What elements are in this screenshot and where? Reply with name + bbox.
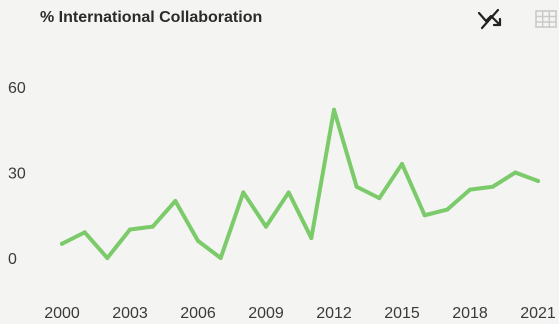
trend-toggle-icon[interactable]: [477, 6, 503, 32]
x-tick-label: 2015: [384, 305, 420, 322]
data-point[interactable]: [264, 224, 268, 229]
data-point[interactable]: [82, 230, 87, 235]
data-point[interactable]: [400, 161, 404, 166]
data-point[interactable]: [173, 199, 178, 203]
x-tick-label: 2018: [452, 305, 488, 322]
x-tick-label: 2021: [520, 305, 556, 322]
y-tick-label: 60: [8, 80, 26, 97]
x-tick-label: 2000: [44, 305, 80, 322]
x-tick-label: 2009: [248, 305, 284, 322]
chart-title: % International Collaboration: [40, 9, 263, 26]
data-point[interactable]: [468, 187, 472, 192]
data-point[interactable]: [309, 236, 314, 241]
data-point[interactable]: [241, 190, 246, 195]
data-point[interactable]: [128, 227, 132, 232]
data-point[interactable]: [332, 107, 336, 112]
series-line: [60, 107, 540, 260]
data-point[interactable]: [286, 190, 291, 195]
table-view-icon[interactable]: [533, 6, 559, 32]
data-point[interactable]: [536, 179, 540, 184]
data-point[interactable]: [490, 184, 495, 189]
data-point[interactable]: [513, 170, 518, 175]
series-group: [60, 107, 540, 260]
data-point[interactable]: [150, 224, 155, 229]
data-point[interactable]: [218, 256, 223, 260]
y-axis-ticks: 0 30 60: [8, 80, 26, 268]
data-point[interactable]: [422, 213, 427, 218]
x-tick-label: 2003: [112, 305, 148, 322]
data-point[interactable]: [445, 207, 450, 212]
x-tick-label: 2012: [316, 305, 352, 322]
x-tick-label: 2006: [180, 305, 216, 322]
x-axis-ticks: 2000 2003 2006 2009 2012 2015 2018 2021: [44, 305, 556, 322]
chart-toolbar: [469, 6, 559, 34]
data-point[interactable]: [354, 184, 359, 189]
data-point[interactable]: [377, 196, 382, 201]
y-tick-label: 30: [8, 166, 26, 183]
data-point[interactable]: [60, 241, 64, 246]
data-point[interactable]: [196, 238, 200, 243]
y-tick-label: 0: [8, 251, 17, 268]
data-point[interactable]: [105, 256, 110, 260]
